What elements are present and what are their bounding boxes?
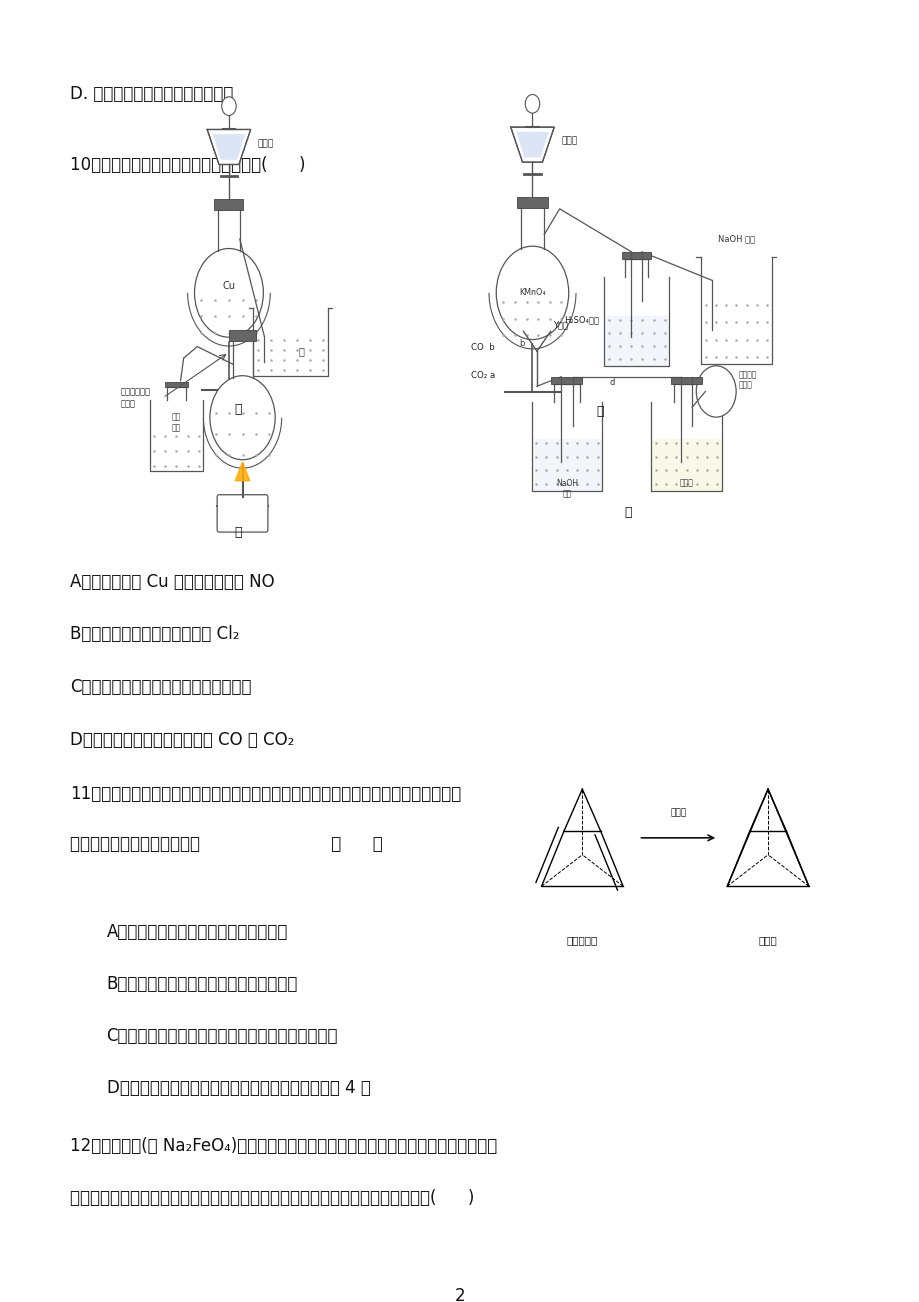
Polygon shape [235, 462, 250, 480]
FancyBboxPatch shape [550, 376, 582, 384]
Circle shape [210, 376, 275, 460]
Text: 10．下列实验方案不能达到实验目的的是(      ): 10．下列实验方案不能达到实验目的的是( ) [70, 156, 305, 174]
Text: B．降冰片二烯能使酸性高锰酸钾溶液褪色: B．降冰片二烯能使酸性高锰酸钾溶液褪色 [107, 975, 298, 993]
FancyBboxPatch shape [621, 251, 651, 259]
Text: 排尽空气
的球胆: 排尽空气 的球胆 [738, 370, 756, 389]
Text: CO₂ a: CO₂ a [471, 371, 494, 380]
Text: 12．高铁酸盐(如 Na₂FeO₄)已经被广泛应用在水处理方面，以铁基材料为阳极，在高浓: 12．高铁酸盐(如 Na₂FeO₄)已经被广泛应用在水处理方面，以铁基材料为阳极… [70, 1137, 497, 1155]
Text: 丙: 丙 [234, 526, 242, 539]
Text: 下列转化。下列说法错误的是                         （      ）: 下列转化。下列说法错误的是 （ ） [70, 836, 382, 853]
FancyBboxPatch shape [670, 376, 701, 384]
FancyBboxPatch shape [516, 197, 548, 207]
Text: 乙醇、乙酸、
浓硫酸: 乙醇、乙酸、 浓硫酸 [120, 388, 150, 408]
Text: A．降冰片二烯与四环烷互为同分异构体: A．降冰片二烯与四环烷互为同分异构体 [107, 923, 288, 941]
Text: 丁: 丁 [623, 505, 630, 518]
Circle shape [696, 366, 735, 417]
Text: 2: 2 [454, 1286, 465, 1302]
Text: CO  b: CO b [471, 344, 494, 353]
Text: 度强碱溶液中利用电解的方式可以制备高铁酸盐，装置如图。下列说法不正确的是(      ): 度强碱溶液中利用电解的方式可以制备高铁酸盐，装置如图。下列说法不正确的是( ) [70, 1189, 474, 1207]
Text: D．图丁装置可用于实验室分离 CO 和 CO₂: D．图丁装置可用于实验室分离 CO 和 CO₂ [70, 732, 294, 750]
Text: 浓硝酸: 浓硝酸 [257, 139, 274, 148]
FancyBboxPatch shape [217, 495, 267, 533]
Text: NaOH 溶液: NaOH 溶液 [717, 234, 754, 243]
Text: 烧碱
溶液: 烧碱 溶液 [172, 413, 181, 432]
Circle shape [525, 95, 539, 113]
Polygon shape [651, 439, 721, 491]
Text: B．图乙装置可用于实验室制备 Cl₂: B．图乙装置可用于实验室制备 Cl₂ [70, 625, 240, 643]
Circle shape [495, 246, 568, 340]
Polygon shape [516, 132, 549, 158]
Text: 乙: 乙 [596, 405, 604, 418]
Polygon shape [212, 134, 245, 160]
Text: b: b [518, 339, 524, 348]
Text: 浓硫酸: 浓硫酸 [679, 479, 693, 488]
Text: H₂SO₄溶液: H₂SO₄溶液 [563, 315, 598, 324]
FancyBboxPatch shape [214, 199, 244, 210]
Text: 紫外线: 紫外线 [670, 807, 686, 816]
Text: 11．降冰片二烯类化合物是一类太阳能储能材料。降冰片二烯在紫外线照射下可以发生: 11．降冰片二烯类化合物是一类太阳能储能材料。降冰片二烯在紫外线照射下可以发生 [70, 785, 461, 802]
Circle shape [221, 96, 236, 116]
Text: D. 最高价氧化物的水化物的酸性：: D. 最高价氧化物的水化物的酸性： [70, 85, 233, 103]
Polygon shape [604, 316, 669, 366]
Text: d: d [609, 378, 614, 387]
Text: Cu: Cu [222, 281, 235, 290]
Text: 浓盐酸: 浓盐酸 [561, 137, 577, 146]
FancyBboxPatch shape [229, 331, 255, 341]
Polygon shape [207, 129, 250, 164]
Text: NaOH
溶液: NaOH 溶液 [555, 479, 577, 499]
Text: KMnO₄: KMnO₄ [518, 288, 545, 297]
Polygon shape [531, 439, 602, 491]
Text: C．四环烷的一氯代物超过三种（不考虑立体异构）: C．四环烷的一氯代物超过三种（不考虑立体异构） [107, 1027, 338, 1046]
Text: A．图甲装置用 Cu 和浓硝酸可制取 NO: A．图甲装置用 Cu 和浓硝酸可制取 NO [70, 573, 275, 591]
Circle shape [194, 249, 263, 337]
Text: 降冰片二烯: 降冰片二烯 [566, 936, 597, 945]
Text: Y形管: Y形管 [552, 320, 568, 329]
Text: 水: 水 [298, 346, 304, 357]
FancyBboxPatch shape [165, 381, 187, 388]
Text: 四环烷: 四环烷 [758, 936, 777, 945]
Text: D．降冰片二烯分子中位于同一平面的碳原子不超过 4 个: D．降冰片二烯分子中位于同一平面的碳原子不超过 4 个 [107, 1079, 370, 1098]
Polygon shape [510, 128, 553, 163]
Text: C．图丙装置可用于实验室制取乙酸乙酯: C．图丙装置可用于实验室制取乙酸乙酯 [70, 678, 252, 697]
Text: 甲: 甲 [234, 404, 242, 417]
